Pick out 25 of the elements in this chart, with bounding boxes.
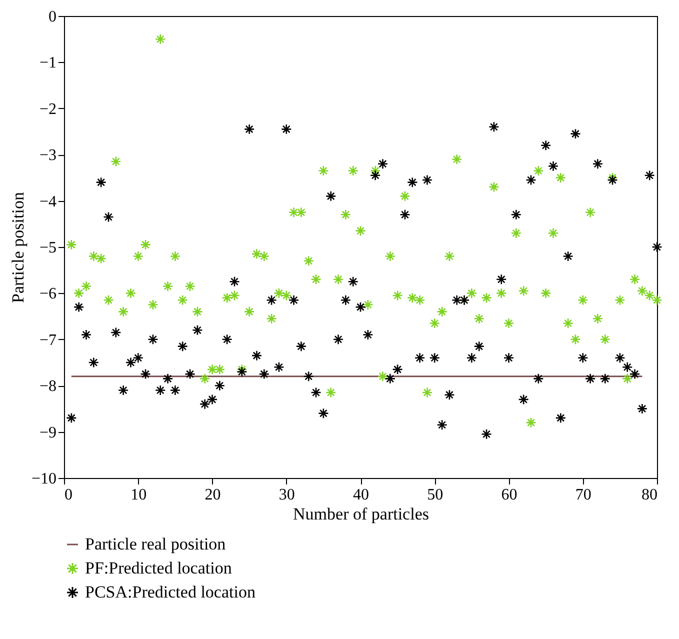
y-tick-label: 0	[48, 8, 56, 26]
x-axis-title: Number of particles	[293, 504, 429, 524]
x-tick-label: 30	[278, 486, 295, 504]
x-tick-label: 20	[204, 486, 221, 504]
x-tick-label: 40	[353, 486, 369, 504]
x-tick-label: 80	[642, 486, 658, 504]
legend-label: PCSA:Predicted location	[85, 582, 256, 602]
y-tick-label: −2	[39, 100, 56, 118]
y-tick-label: −4	[39, 193, 56, 210]
y-tick-label: −6	[39, 286, 56, 303]
x-tick-label: 60	[501, 486, 518, 504]
x-tick-label: 70	[575, 486, 592, 504]
x-tick-label: 10	[130, 486, 147, 504]
y-tick-label: −3	[39, 147, 56, 164]
y-tick-label: −1	[39, 54, 56, 72]
y-axis-title: Particle position	[8, 192, 28, 303]
y-tick-label: −10	[31, 470, 56, 488]
y-tick-label: −9	[39, 424, 56, 442]
y-tick-label: −5	[39, 240, 56, 256]
x-tick-label: 50	[427, 486, 444, 504]
legend-label: Particle real position	[85, 534, 226, 554]
legend-label: PF:Predicted location	[85, 558, 232, 578]
y-tick-label: −8	[39, 378, 56, 396]
x-tick-label: 0	[64, 486, 72, 504]
y-tick-label: −7	[39, 332, 56, 349]
